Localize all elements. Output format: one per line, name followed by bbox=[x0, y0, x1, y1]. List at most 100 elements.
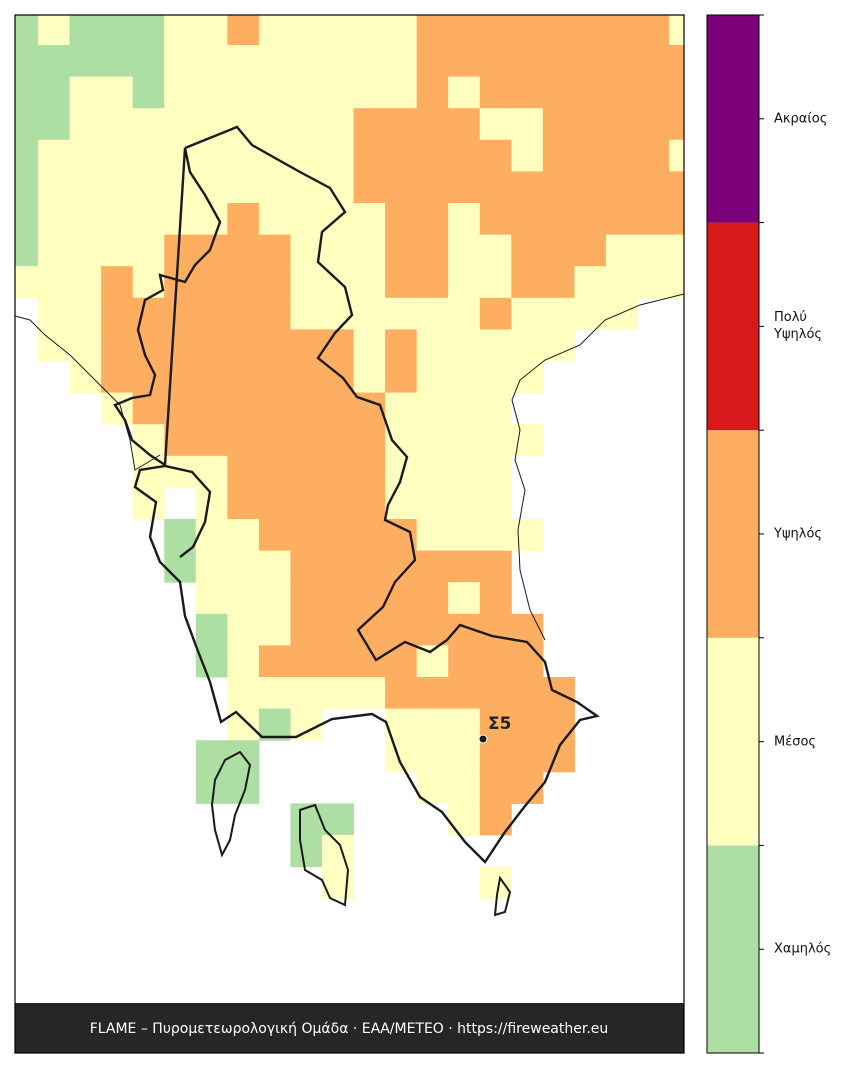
colorbar-segment bbox=[707, 15, 759, 223]
grid-cell bbox=[258, 645, 291, 678]
grid-cell bbox=[353, 171, 386, 204]
grid-cell bbox=[38, 297, 71, 330]
grid-cell bbox=[637, 171, 670, 204]
grid-cell bbox=[416, 740, 449, 773]
grid-cell bbox=[479, 519, 512, 552]
grid-cell bbox=[511, 15, 544, 46]
grid-cell bbox=[353, 677, 386, 710]
grid-cell bbox=[195, 550, 228, 583]
grid-cell bbox=[227, 266, 260, 299]
grid-cell bbox=[227, 297, 260, 330]
grid-cell bbox=[385, 582, 418, 615]
grid-cell bbox=[195, 392, 228, 425]
grid-cell bbox=[416, 15, 449, 46]
grid-cell bbox=[479, 266, 512, 299]
grid-cell bbox=[227, 76, 260, 109]
grid-cell bbox=[322, 45, 355, 78]
legend-label: Χαμηλός bbox=[774, 941, 832, 957]
grid-cell bbox=[227, 613, 260, 646]
grid-cell bbox=[448, 234, 481, 267]
grid-cell bbox=[416, 613, 449, 646]
grid-cell bbox=[479, 613, 512, 646]
grid-cell bbox=[258, 203, 291, 236]
grid-cell bbox=[574, 234, 607, 267]
grid-cell bbox=[385, 45, 418, 78]
grid-cell bbox=[258, 329, 291, 362]
grid-cell bbox=[195, 266, 228, 299]
grid-cell bbox=[511, 519, 544, 552]
grid-cell bbox=[69, 171, 102, 204]
grid-cell bbox=[195, 424, 228, 457]
grid-cell bbox=[416, 392, 449, 425]
grid-cell bbox=[290, 519, 323, 552]
grid-cell bbox=[605, 171, 638, 204]
grid-cell bbox=[479, 361, 512, 394]
grid-cell bbox=[132, 139, 165, 172]
grid-cell bbox=[101, 266, 134, 299]
grid-cell bbox=[448, 677, 481, 710]
grid-cell bbox=[385, 203, 418, 236]
grid-cell bbox=[227, 15, 260, 46]
grid-cell bbox=[416, 582, 449, 615]
grid-cell bbox=[227, 519, 260, 552]
grid-cell bbox=[511, 139, 544, 172]
grid-cell bbox=[448, 361, 481, 394]
grid-cell bbox=[479, 171, 512, 204]
footer-text: FLAME – Πυρομετεωρολογική Ομάδα · ΕΑΑ/ME… bbox=[90, 1021, 609, 1037]
grid-cell bbox=[479, 455, 512, 488]
grid-cell bbox=[132, 76, 165, 109]
grid-cell bbox=[479, 582, 512, 615]
grid-cell bbox=[195, 582, 228, 615]
grid-cell bbox=[669, 15, 684, 46]
grid-cell bbox=[669, 266, 684, 299]
grid-cell bbox=[227, 582, 260, 615]
grid-cell bbox=[290, 424, 323, 457]
grid-cell bbox=[69, 15, 102, 46]
grid-cell bbox=[69, 361, 102, 394]
grid-cell bbox=[322, 519, 355, 552]
grid-cell bbox=[637, 76, 670, 109]
grid-cell bbox=[195, 645, 228, 678]
grid-cell bbox=[132, 108, 165, 141]
grid-cell bbox=[385, 392, 418, 425]
grid-cell bbox=[15, 15, 39, 46]
grid-cell bbox=[542, 108, 575, 141]
grid-cell bbox=[637, 15, 670, 46]
grid-cell bbox=[511, 740, 544, 773]
grid-cell bbox=[101, 139, 134, 172]
grid-cell bbox=[195, 45, 228, 78]
grid-cell bbox=[290, 550, 323, 583]
grid-cell bbox=[605, 234, 638, 267]
grid-cell bbox=[448, 803, 481, 836]
legend-label: Πολύ Υψηλός bbox=[774, 310, 823, 343]
grid-cell bbox=[479, 15, 512, 46]
grid-cell bbox=[101, 234, 134, 267]
grid-cell bbox=[385, 76, 418, 109]
grid-cell bbox=[479, 203, 512, 236]
grid-cell bbox=[353, 329, 386, 362]
grid-cell bbox=[38, 171, 71, 204]
grid-layer bbox=[15, 15, 684, 899]
grid-cell bbox=[479, 740, 512, 773]
grid-cell bbox=[38, 15, 71, 46]
grid-cell bbox=[38, 329, 71, 362]
grid-cell bbox=[416, 361, 449, 394]
grid-cell bbox=[164, 171, 197, 204]
grid-cell bbox=[574, 139, 607, 172]
grid-cell bbox=[353, 297, 386, 330]
grid-cell bbox=[322, 108, 355, 141]
grid-cell bbox=[637, 139, 670, 172]
grid-cell bbox=[353, 266, 386, 299]
grid-cell bbox=[479, 771, 512, 804]
grid-cell bbox=[542, 45, 575, 78]
grid-cell bbox=[448, 76, 481, 109]
grid-cell bbox=[258, 708, 291, 741]
grid-cell bbox=[353, 550, 386, 583]
grid-cell bbox=[511, 108, 544, 141]
grid-cell bbox=[448, 297, 481, 330]
grid-cell bbox=[353, 424, 386, 457]
grid-cell bbox=[258, 76, 291, 109]
grid-cell bbox=[227, 203, 260, 236]
legend-label: Μέσος bbox=[774, 734, 817, 750]
grid-cell bbox=[448, 519, 481, 552]
